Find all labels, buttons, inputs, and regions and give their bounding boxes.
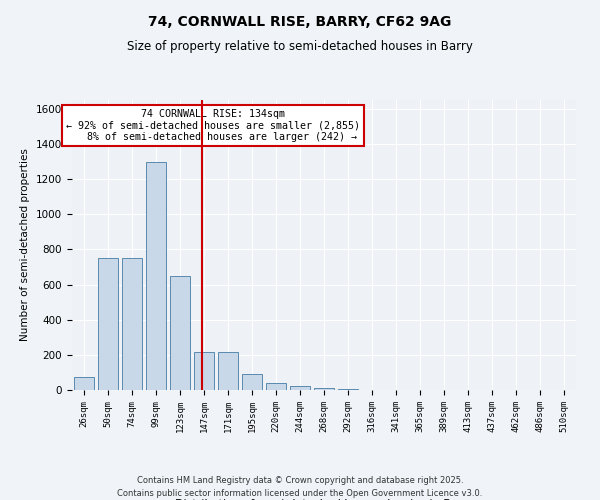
Bar [338,389,358,390]
Y-axis label: Number of semi-detached properties: Number of semi-detached properties [20,148,31,342]
Text: 74 CORNWALL RISE: 134sqm
← 92% of semi-detached houses are smaller (2,855)
   8%: 74 CORNWALL RISE: 134sqm ← 92% of semi-d… [66,108,360,142]
Text: 74, CORNWALL RISE, BARRY, CF62 9AG: 74, CORNWALL RISE, BARRY, CF62 9AG [148,15,452,29]
Bar [146,162,166,390]
Bar [194,352,214,390]
Bar [98,258,118,390]
Text: Contains public sector information licensed under the Open Government Licence v3: Contains public sector information licen… [118,488,482,498]
X-axis label: Distribution of semi-detached houses by size in Barry: Distribution of semi-detached houses by … [175,498,473,500]
Bar [74,377,94,390]
Bar [122,258,142,390]
Bar [170,276,190,390]
Bar [242,374,262,390]
Bar [290,386,310,390]
Bar [314,388,334,390]
Text: Size of property relative to semi-detached houses in Barry: Size of property relative to semi-detach… [127,40,473,53]
Bar [266,383,286,390]
Text: Contains HM Land Registry data © Crown copyright and database right 2025.: Contains HM Land Registry data © Crown c… [137,476,463,485]
Bar [218,352,238,390]
